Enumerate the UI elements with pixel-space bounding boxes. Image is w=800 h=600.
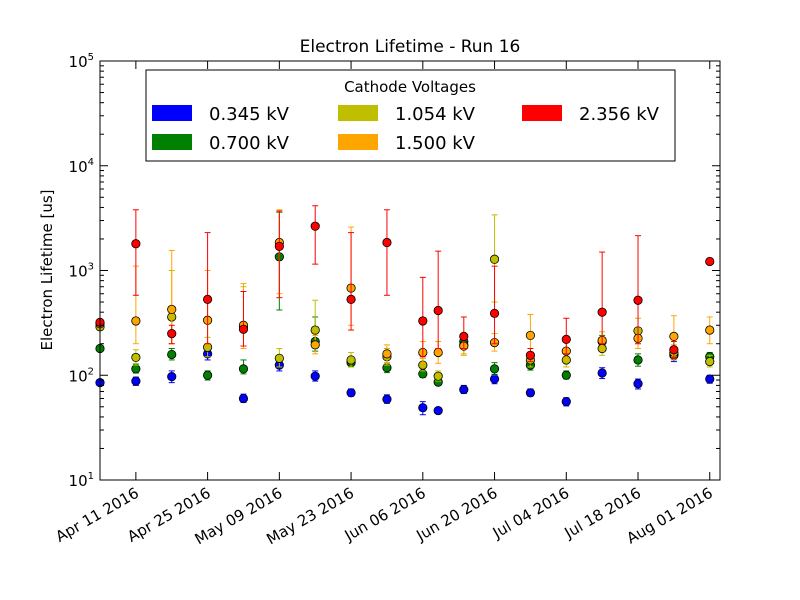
data-point xyxy=(310,340,320,350)
series-4 xyxy=(95,205,715,363)
data-point xyxy=(203,294,213,304)
legend-box xyxy=(145,69,676,162)
data-point xyxy=(167,349,177,360)
legend-label: 0.345 kV xyxy=(209,104,290,125)
y-tick-label-base: 10 xyxy=(69,53,88,71)
data-point xyxy=(167,328,177,339)
data-point xyxy=(131,239,141,249)
y-tick-label: 102 xyxy=(69,366,94,385)
y-tick-label-base: 10 xyxy=(69,472,88,490)
y-tick-label-base: 10 xyxy=(69,367,88,385)
data-point xyxy=(418,403,428,413)
data-point xyxy=(346,294,356,304)
data-point xyxy=(705,325,715,335)
data-point xyxy=(669,331,679,341)
legend-swatch xyxy=(152,134,192,150)
y-tick-label-exponent: 1 xyxy=(88,471,94,482)
data-point xyxy=(418,316,428,326)
data-point xyxy=(167,372,177,382)
data-point xyxy=(459,384,469,395)
data-point xyxy=(669,345,679,355)
legend-label: 1.054 kV xyxy=(395,104,476,125)
y-tick-label-base: 10 xyxy=(69,158,88,176)
y-tick-label: 101 xyxy=(69,471,94,490)
data-point xyxy=(382,394,392,404)
data-point xyxy=(633,295,643,305)
data-point xyxy=(489,374,500,384)
data-point xyxy=(167,304,177,315)
legend-swatch xyxy=(338,105,378,121)
data-point xyxy=(525,388,536,398)
data-point xyxy=(705,256,715,267)
data-point xyxy=(433,371,443,381)
data-point xyxy=(131,352,141,363)
legend-entries: 0.345 kV 0.700 kV 1.054 kV 1.500 kV 2.356 kV xyxy=(152,104,660,154)
data-point xyxy=(489,308,500,318)
data-point xyxy=(525,350,536,360)
y-tick-label-exponent: 5 xyxy=(88,52,94,63)
data-point xyxy=(597,307,607,317)
data-point xyxy=(705,374,715,384)
legend-title: Cathode Voltages xyxy=(344,78,476,96)
y-tick-label-exponent: 3 xyxy=(88,262,94,273)
data-point xyxy=(310,371,320,381)
data-point xyxy=(561,370,571,380)
data-point xyxy=(310,221,320,231)
data-point xyxy=(310,325,320,335)
legend-swatch xyxy=(152,105,192,121)
data-point xyxy=(561,334,571,344)
data-point xyxy=(459,331,469,341)
data-point xyxy=(131,364,141,374)
data-point xyxy=(382,237,392,248)
data-point xyxy=(489,254,500,264)
series-0 xyxy=(95,346,715,416)
y-tick-label: 104 xyxy=(69,157,94,176)
y-tick-label: 105 xyxy=(69,52,94,71)
data-point xyxy=(633,379,643,389)
legend-label: 2.356 kV xyxy=(579,104,660,125)
data-point xyxy=(705,356,715,367)
data-point xyxy=(633,355,643,365)
data-point xyxy=(238,364,249,374)
data-point xyxy=(597,368,607,378)
legend: Cathode Voltages 0.345 kV 0.700 kV 1.054 k… xyxy=(145,69,676,162)
data-point xyxy=(203,370,213,380)
data-point xyxy=(525,330,536,341)
data-point xyxy=(203,342,213,352)
data-point xyxy=(346,355,356,365)
data-point xyxy=(131,316,141,326)
data-point xyxy=(382,349,392,359)
y-tick-label-base: 10 xyxy=(69,263,88,281)
data-point xyxy=(433,305,443,316)
legend-swatch xyxy=(338,134,378,150)
data-layer xyxy=(95,205,715,416)
data-point xyxy=(131,376,141,386)
data-point xyxy=(238,324,249,334)
data-point xyxy=(274,241,284,251)
chart-title: Electron Lifetime - Run 16 xyxy=(300,37,521,57)
data-point xyxy=(274,353,284,363)
data-point xyxy=(346,388,356,398)
y-tick-label: 103 xyxy=(69,262,94,281)
data-point xyxy=(238,393,249,404)
legend-swatch xyxy=(522,105,562,121)
y-tick-label-exponent: 4 xyxy=(88,157,94,168)
y-axis-label: Electron Lifetime [us] xyxy=(38,189,56,350)
data-point xyxy=(433,405,443,416)
y-tick-label-exponent: 2 xyxy=(88,366,94,377)
data-point xyxy=(433,347,443,358)
data-point xyxy=(561,397,571,407)
legend-label: 0.700 kV xyxy=(209,133,290,154)
data-point xyxy=(489,364,500,374)
legend-label: 1.500 kV xyxy=(395,133,476,154)
